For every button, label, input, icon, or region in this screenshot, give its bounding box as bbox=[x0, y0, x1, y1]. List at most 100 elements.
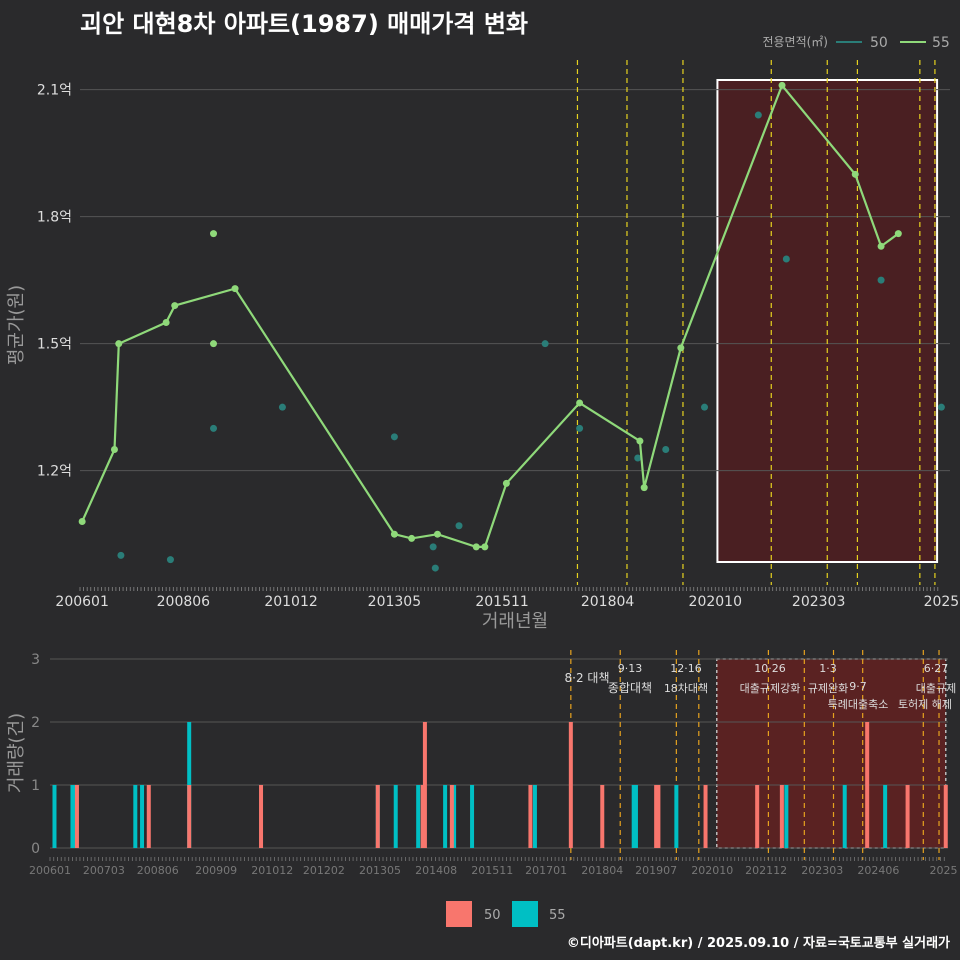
point-50 bbox=[576, 424, 584, 432]
point-55 bbox=[472, 543, 480, 551]
vol-legend-label-55: 55 bbox=[549, 908, 566, 923]
policy-annotation-date: 10·26 bbox=[754, 662, 786, 675]
point-55 bbox=[110, 446, 118, 454]
vol-x-tick-label: 201511 bbox=[471, 864, 513, 877]
x-tick-label: 201305 bbox=[368, 594, 421, 610]
vol-bar-55 bbox=[140, 785, 145, 848]
legend-title: 전용면적(㎡) bbox=[762, 35, 828, 49]
vol-x-tick-label: 200703 bbox=[83, 864, 125, 877]
policy-annotation-date: 9·7 bbox=[849, 680, 867, 693]
vol-bar-55 bbox=[72, 785, 77, 848]
policy-annotation-text: 대출규제강화 bbox=[740, 682, 801, 695]
vol-bar-50 bbox=[943, 785, 948, 848]
vol-x-tick-label: 202112 bbox=[745, 864, 787, 877]
policy-annotation-date: 9·13 bbox=[618, 662, 643, 675]
vol-y-tick-label: 3 bbox=[31, 652, 40, 668]
point-55 bbox=[677, 344, 685, 352]
y-tick-label: 2.1억 bbox=[37, 83, 72, 99]
point-55 bbox=[162, 319, 170, 326]
vol-bar-50 bbox=[865, 722, 870, 848]
vol-legend-swatch-50 bbox=[446, 901, 472, 927]
point-50 bbox=[390, 433, 398, 441]
point-55 bbox=[210, 230, 218, 238]
vol-bar-50 bbox=[422, 722, 427, 848]
vol-bar-50 bbox=[449, 785, 454, 848]
vol-bar-55 bbox=[443, 785, 448, 848]
x-tick-label: 202303 bbox=[792, 594, 845, 610]
vol-x-tick-label: 202406 bbox=[857, 864, 899, 877]
vol-bar-50 bbox=[568, 722, 573, 848]
vol-bar-50 bbox=[905, 785, 910, 848]
point-55 bbox=[231, 285, 239, 293]
vol-bar-55 bbox=[633, 785, 638, 848]
vol-bar-55 bbox=[70, 785, 75, 848]
point-50 bbox=[278, 403, 286, 411]
vol-x-tick-label: 201804 bbox=[581, 864, 623, 877]
point-55 bbox=[210, 340, 218, 348]
vol-bar-50 bbox=[528, 785, 533, 848]
vol-bar-50 bbox=[656, 785, 661, 848]
vol-bar-55 bbox=[416, 785, 421, 848]
vol-x-tick-label: 201012 bbox=[251, 864, 293, 877]
policy-annotation-text: 종합대책 bbox=[608, 680, 652, 695]
point-50 bbox=[877, 276, 885, 284]
point-55 bbox=[171, 302, 179, 310]
vol-bar-55 bbox=[883, 785, 888, 848]
point-55 bbox=[877, 242, 885, 250]
point-50 bbox=[782, 255, 790, 263]
point-55 bbox=[115, 340, 123, 348]
vol-bar-55 bbox=[631, 785, 636, 848]
x-tick-label: 201511 bbox=[475, 594, 528, 610]
policy-annotation-text: 토허제 해제 bbox=[898, 697, 952, 711]
point-55 bbox=[408, 534, 416, 542]
point-50 bbox=[455, 522, 463, 530]
point-55 bbox=[851, 170, 859, 178]
policy-annotation-text: 특례대출축소 bbox=[828, 698, 889, 711]
y-axis-title: 평균가(원) bbox=[6, 285, 27, 365]
vol-x-tick-label: 200806 bbox=[137, 864, 179, 877]
y-tick-label: 1.8억 bbox=[37, 210, 72, 226]
vol-legend-swatch-55 bbox=[512, 901, 538, 927]
vol-x-tick-label: 202010 bbox=[691, 864, 733, 877]
vol-x-tick-label: 201907 bbox=[635, 864, 677, 877]
point-55 bbox=[636, 437, 644, 445]
vol-legend-label-50: 50 bbox=[484, 908, 501, 923]
vol-x-tick-label: 200909 bbox=[195, 864, 237, 877]
policy-annotation-date: 8·2 대책 bbox=[565, 670, 610, 685]
vol-bar-55 bbox=[52, 785, 57, 848]
vol-x-tick-label: 201408 bbox=[415, 864, 457, 877]
point-50 bbox=[754, 111, 762, 119]
policy-annotation-text: 18차대책 bbox=[664, 682, 708, 695]
vol-y-tick-label: 2 bbox=[31, 715, 40, 731]
vol-bar-55 bbox=[674, 785, 679, 848]
vol-bar-50 bbox=[146, 785, 151, 848]
vol-y-tick-label: 1 bbox=[31, 778, 40, 794]
point-50 bbox=[701, 403, 709, 411]
y-tick-label: 1.2억 bbox=[37, 464, 72, 480]
point-55 bbox=[894, 230, 902, 238]
vol-bar-50 bbox=[703, 785, 708, 848]
point-50 bbox=[117, 551, 125, 559]
vol-bar-55 bbox=[452, 785, 457, 848]
vol-bar-50 bbox=[74, 785, 79, 848]
vol-bar-50 bbox=[187, 785, 192, 848]
vol-bar-50 bbox=[375, 785, 380, 848]
point-55 bbox=[640, 484, 648, 492]
point-55 bbox=[576, 399, 584, 407]
point-50 bbox=[166, 556, 174, 564]
point-50 bbox=[937, 403, 945, 411]
vol-bar-50 bbox=[259, 785, 264, 848]
legend-label-50: 50 bbox=[870, 35, 888, 51]
point-50 bbox=[210, 424, 218, 432]
policy-annotation-text: 규제완화 bbox=[808, 682, 848, 695]
x-tick-label: 202010 bbox=[689, 594, 742, 610]
point-55 bbox=[433, 530, 441, 538]
vol-x-tick-label: 201701 bbox=[525, 864, 567, 877]
point-55 bbox=[390, 530, 398, 538]
vol-x-tick-label: 2025 bbox=[930, 864, 958, 877]
legend-label-55: 55 bbox=[932, 35, 950, 51]
source-credit: ©디아파트(dapt.kr) / 2025.09.10 / 자료=국토교통부 실… bbox=[566, 936, 950, 951]
x-axis-title: 거래년월 bbox=[482, 611, 548, 632]
vol-x-tick-label: 202303 bbox=[801, 864, 843, 877]
